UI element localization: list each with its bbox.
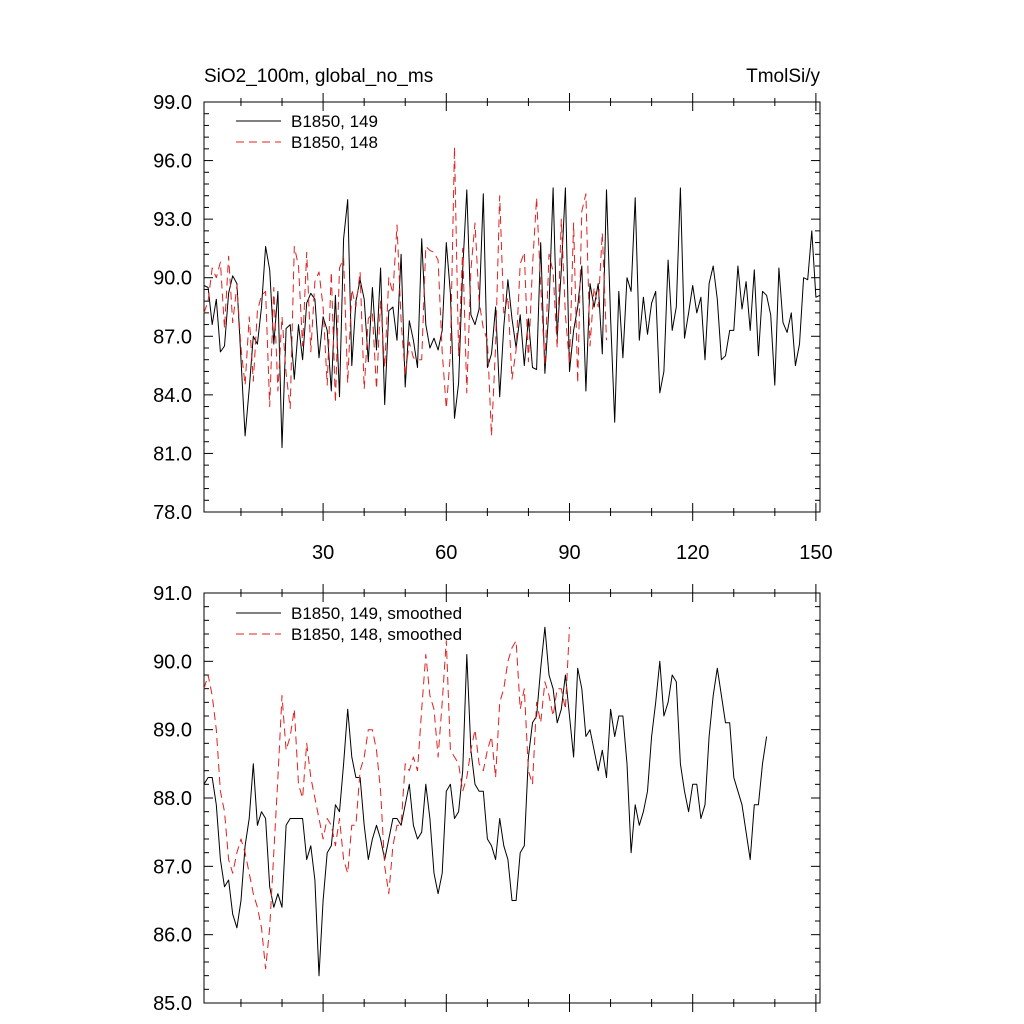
- top-legend: B1850, 149 B1850, 148: [236, 112, 378, 152]
- y-tick-label: 86.0: [153, 925, 192, 947]
- x-tick-label: 120: [676, 542, 709, 564]
- plot-frame: [203, 592, 821, 1004]
- x-tick-label: 30: [312, 542, 334, 564]
- bottom-panel: 85.0 86.0 87.0 88.0 89.0 90.0 91.0 B1850, 149,…: [153, 583, 821, 1015]
- x-tick-label: 150: [799, 542, 832, 564]
- series-line-1: [203, 627, 570, 970]
- bottom-legend: B1850, 149, smoothed B1850, 148, smoothe…: [236, 604, 462, 644]
- legend-label-series-0: B1850, 149: [291, 112, 378, 131]
- series-line-1: [203, 146, 607, 437]
- y-tick-label: 81.0: [153, 443, 192, 465]
- y-tick-label: 85.0: [153, 993, 192, 1015]
- legend-label-series-1: B1850, 148: [291, 133, 378, 152]
- x-tick-label: 60: [435, 542, 457, 564]
- y-tick-label: 91.0: [153, 583, 192, 605]
- bottom-plot-area: 85.0 86.0 87.0 88.0 89.0 90.0 91.0: [153, 583, 821, 1015]
- series-line-0: [203, 187, 821, 449]
- y-tick-label: 99.0: [153, 92, 192, 114]
- y-tick-label: 84.0: [153, 385, 192, 407]
- panel-title-left: SiO2_100m, global_no_ms: [204, 66, 433, 87]
- panel-title-right: TmolSi/y: [746, 66, 820, 87]
- y-tick-label: 78.0: [153, 502, 192, 524]
- top-plot-area: 78.0 81.0 84.0 87.0 90.0 93.0 96.0 99.0 30 60 90 12…: [153, 92, 833, 564]
- top-panel: SiO2_100m, global_no_ms TmolSi/y 78.0 81.…: [153, 66, 833, 564]
- y-tick-label: 90.0: [153, 268, 192, 290]
- legend-label-series-1: B1850, 148, smoothed: [291, 625, 462, 644]
- y-tick-label: 96.0: [153, 151, 192, 173]
- y-tick-label: 87.0: [153, 856, 192, 878]
- series-line-0: [203, 626, 768, 977]
- y-tick-label: 87.0: [153, 326, 192, 348]
- legend-label-series-0: B1850, 149, smoothed: [291, 604, 462, 623]
- plot-frame: [203, 101, 821, 513]
- y-tick-label: 93.0: [153, 209, 192, 231]
- y-tick-label: 89.0: [153, 720, 192, 742]
- x-tick-label: 90: [558, 542, 580, 564]
- y-tick-label: 88.0: [153, 788, 192, 810]
- y-tick-label: 90.0: [153, 651, 192, 673]
